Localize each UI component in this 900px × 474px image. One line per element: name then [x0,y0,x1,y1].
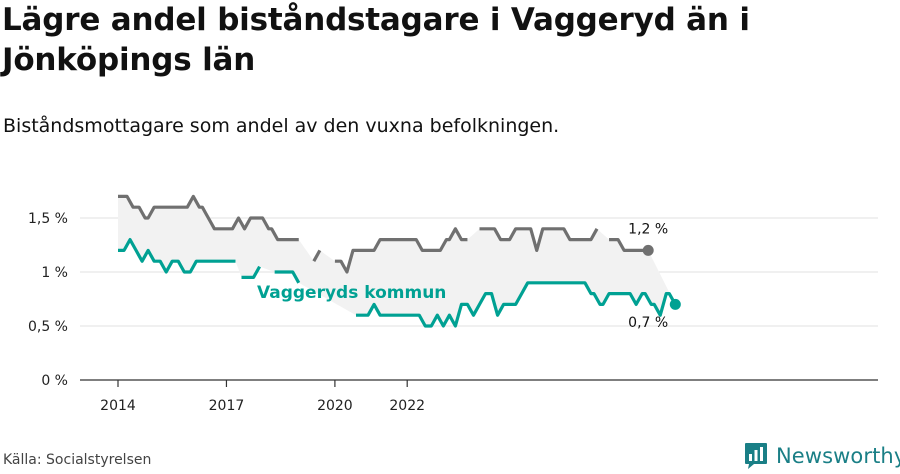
end-dot-municipality [669,298,681,310]
x-tick-label: 2020 [317,398,353,414]
y-tick-label: 1 % [41,265,68,281]
series-line-region [118,194,649,274]
chart-labels: Vaggeryds kommun 1,2 % 0,7 % [257,221,668,331]
source-note: Källa: Socialstyrelsen [3,452,152,468]
end-dot-region [642,244,654,256]
end-label-vaggeryd: 0,7 % [628,315,668,331]
chart-title: Lägre andel biståndstagare i Vaggeryd än… [2,2,750,78]
series-line-municipality [118,238,677,328]
brand-name: Newsworthy [776,444,900,468]
range-band [118,196,676,326]
y-tick-label: 0 % [41,373,68,389]
y-tick-label: 0,5 % [28,319,68,335]
series-label-vaggeryd: Vaggeryds kommun [257,283,446,303]
series-lines [118,194,681,328]
chart-subtitle: Biståndsmottagare som andel av den vuxna… [3,115,560,137]
x-tick-label: 2017 [209,398,245,414]
newsworthy-logo-icon [745,443,767,469]
end-label-region: 1,2 % [628,221,668,237]
x-axis-ticks: 2014 2017 2020 2022 [100,380,425,414]
brand-logo: Newsworthy [744,441,900,471]
x-tick-label: 2022 [389,398,425,414]
x-tick-label: 2014 [100,398,136,414]
y-tick-label: 1,5 % [28,211,68,227]
line-chart: 0 % 0,5 % 1 % 1,5 % 2014 2017 2020 2022 Vagger… [28,194,878,414]
y-axis-ticks: 0 % 0,5 % 1 % 1,5 % [28,211,68,389]
